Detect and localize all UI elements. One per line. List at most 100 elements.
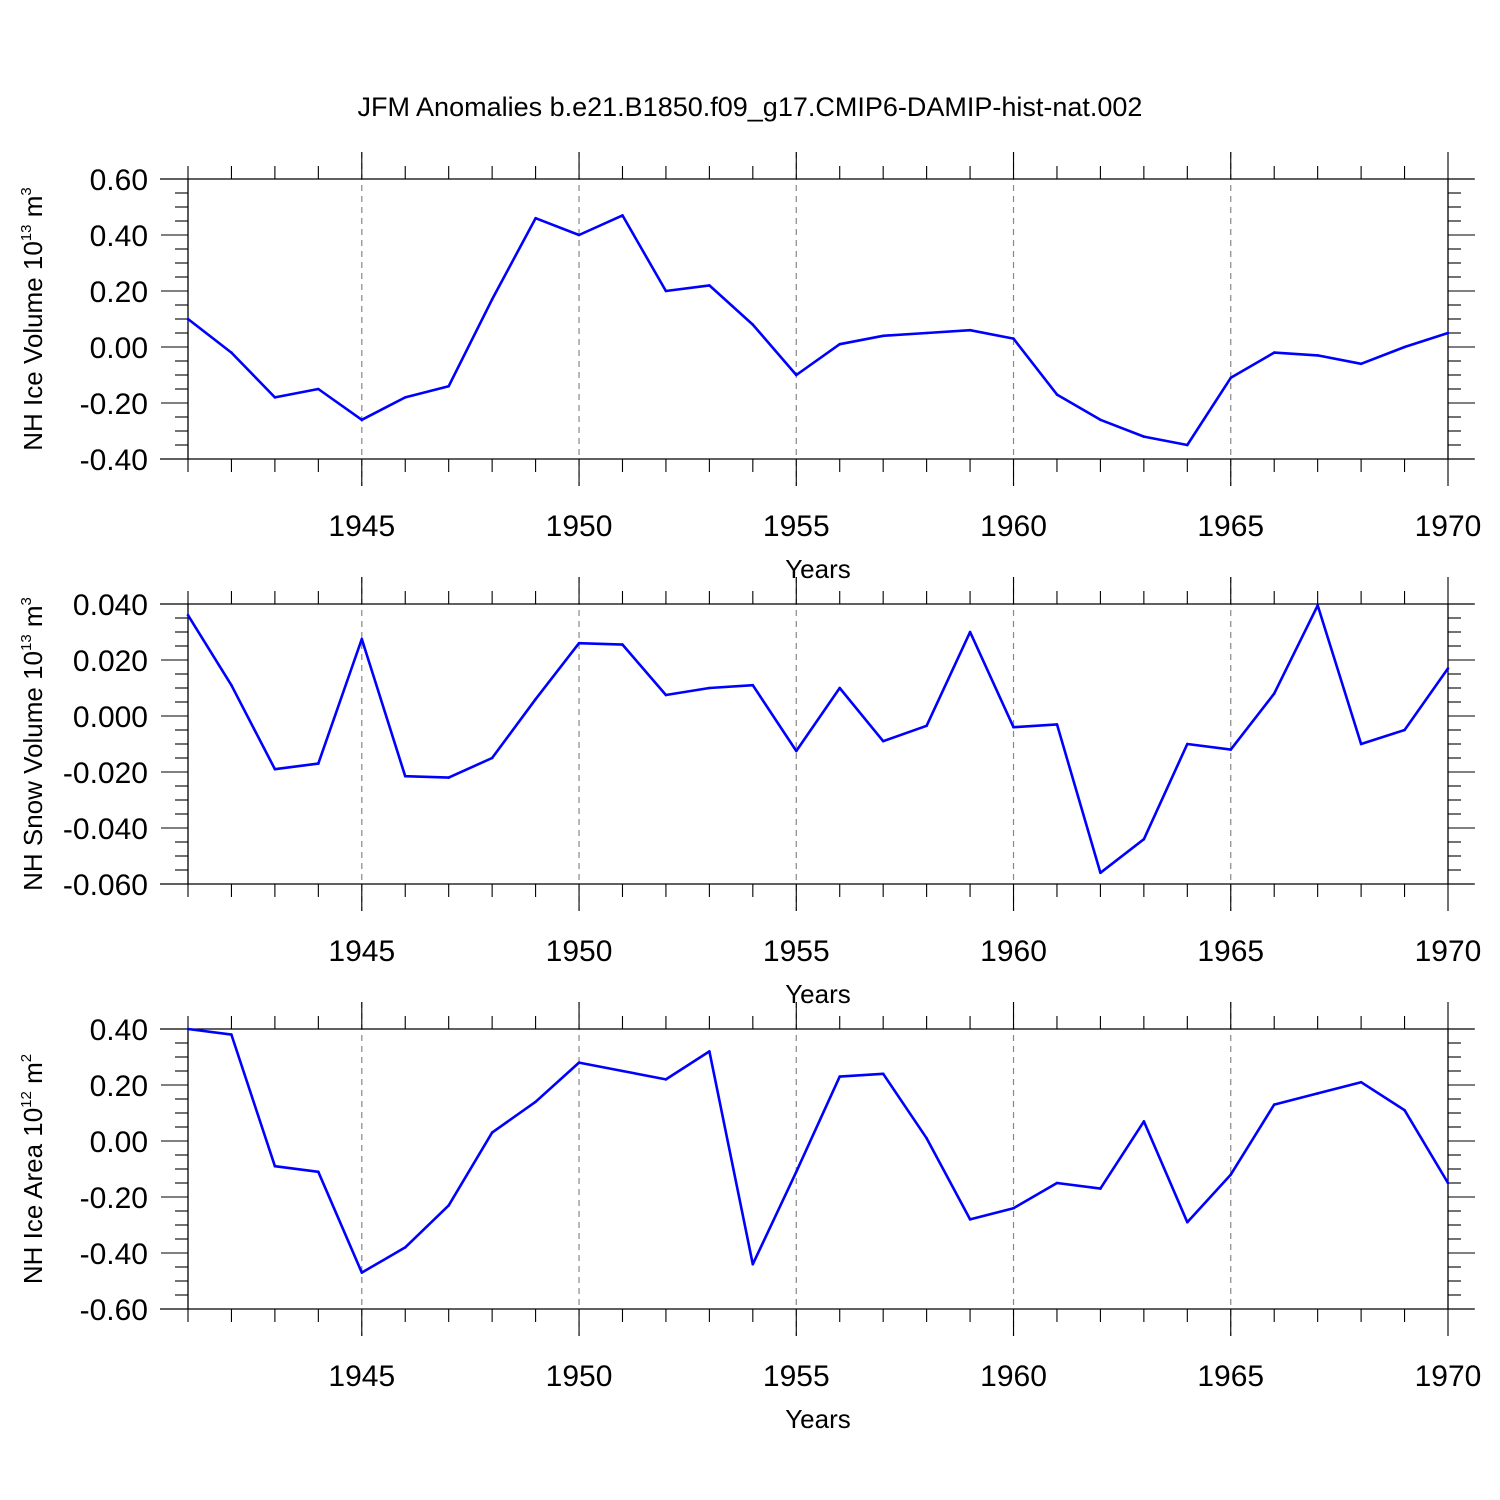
x-tick-label: 1970 <box>1415 935 1482 968</box>
data-point <box>273 1164 277 1168</box>
data-point <box>1186 742 1189 746</box>
data-point <box>403 1246 407 1249</box>
data-point <box>751 1262 755 1266</box>
y-axis-label-exp: 13 <box>18 224 35 241</box>
x-tick-label: 1965 <box>1197 1360 1264 1393</box>
y-tick-label: -0.020 <box>63 757 148 790</box>
data-point <box>881 739 885 743</box>
y-tick-label: 0.60 <box>90 164 148 197</box>
data-point <box>1055 723 1059 726</box>
x-tick-label: 1970 <box>1415 510 1482 543</box>
data-point <box>881 334 885 338</box>
y-tick-label: 0.20 <box>90 276 148 309</box>
y-axis-label-exp: 12 <box>18 1091 35 1108</box>
data-point <box>968 630 972 634</box>
y-tick-label: -0.60 <box>80 1294 148 1327</box>
x-tick-label: 1945 <box>328 1360 395 1393</box>
series-line <box>187 1027 1450 1274</box>
x-axis-label: Years <box>785 979 851 1009</box>
data-point <box>534 1100 537 1104</box>
data-point <box>317 762 320 765</box>
x-tick-label: 1965 <box>1197 510 1264 543</box>
y-tick-label: -0.20 <box>80 388 148 421</box>
data-point <box>230 1033 233 1036</box>
data-point <box>1359 1080 1363 1084</box>
y-axis-label-unit-exp: 3 <box>18 597 35 605</box>
y-tick-label: 0.20 <box>90 1070 148 1103</box>
data-point <box>1186 443 1189 447</box>
data-point <box>925 724 928 728</box>
data-point <box>751 683 755 687</box>
y-axis-label-unit: m <box>18 196 48 225</box>
data-point <box>1316 604 1319 607</box>
data-point <box>1055 1181 1059 1185</box>
data-point <box>1272 692 1276 695</box>
data-point <box>230 351 233 354</box>
y-axis-label-exp: 13 <box>18 634 35 651</box>
data-point <box>317 387 320 391</box>
x-tick-label: 1960 <box>980 510 1047 543</box>
data-point <box>1055 393 1059 396</box>
data-point <box>1359 362 1363 366</box>
data-point <box>1142 435 1146 438</box>
x-tick-label: 1960 <box>980 935 1047 968</box>
data-point <box>1012 725 1015 729</box>
data-point <box>794 1170 798 1174</box>
y-tick-label: 0.00 <box>90 1126 148 1159</box>
y-axis-label-main: NH Snow Volume 10 <box>18 651 48 891</box>
data-point <box>968 328 972 332</box>
y-axis-label-unit-exp: 3 <box>18 187 35 195</box>
data-point <box>664 693 668 697</box>
data-point <box>534 216 537 220</box>
data-point <box>577 1061 581 1064</box>
x-axis-label: Years <box>785 554 851 584</box>
y-axis-label-unit: m <box>18 605 48 634</box>
data-point <box>664 289 668 293</box>
data-point <box>186 1027 190 1031</box>
y-axis-label: NH Snow Volume 1013 m3 <box>18 597 48 891</box>
x-tick-label: 1950 <box>546 510 613 543</box>
y-tick-label: 0.40 <box>90 1014 148 1047</box>
data-point <box>1142 1120 1146 1123</box>
data-point <box>1403 345 1406 349</box>
y-axis-label-unit-exp: 2 <box>18 1054 35 1062</box>
data-point <box>273 767 277 771</box>
data-point <box>447 776 450 779</box>
data-point <box>273 396 277 399</box>
data-point <box>1446 667 1450 670</box>
data-point <box>1403 728 1406 732</box>
data-point <box>577 233 581 237</box>
data-point <box>925 331 928 335</box>
data-point <box>186 317 190 321</box>
data-point <box>1316 354 1319 357</box>
y-axis-label: NH Ice Volume 1013 m3 <box>18 187 48 450</box>
data-point <box>1099 418 1102 422</box>
data-point <box>794 373 798 377</box>
y-tick-label: 0.40 <box>90 220 148 253</box>
data-point <box>186 613 190 617</box>
y-tick-label: 0.020 <box>73 645 148 678</box>
data-point <box>1359 742 1363 746</box>
data-point <box>360 418 364 422</box>
data-point <box>751 323 755 326</box>
data-point <box>403 396 407 399</box>
x-tick-label: 1945 <box>328 510 395 543</box>
data-point <box>490 1131 494 1134</box>
data-point <box>664 1078 668 1081</box>
data-point <box>577 641 581 645</box>
data-point <box>925 1136 928 1140</box>
figure-title: JFM Anomalies b.e21.B1850.f09_g17.CMIP6-… <box>358 92 1143 122</box>
series-line <box>187 214 1449 447</box>
data-point <box>490 756 494 760</box>
data-point <box>403 774 407 778</box>
data-point <box>1229 376 1233 380</box>
x-tick-label: 1960 <box>980 1360 1047 1393</box>
data-point <box>708 284 711 287</box>
y-tick-label: -0.060 <box>63 869 148 902</box>
data-point <box>1142 837 1146 841</box>
data-point <box>534 697 537 701</box>
data-point <box>621 214 624 217</box>
y-axis-label-unit: m <box>18 1062 48 1091</box>
x-tick-label: 1950 <box>546 935 613 968</box>
